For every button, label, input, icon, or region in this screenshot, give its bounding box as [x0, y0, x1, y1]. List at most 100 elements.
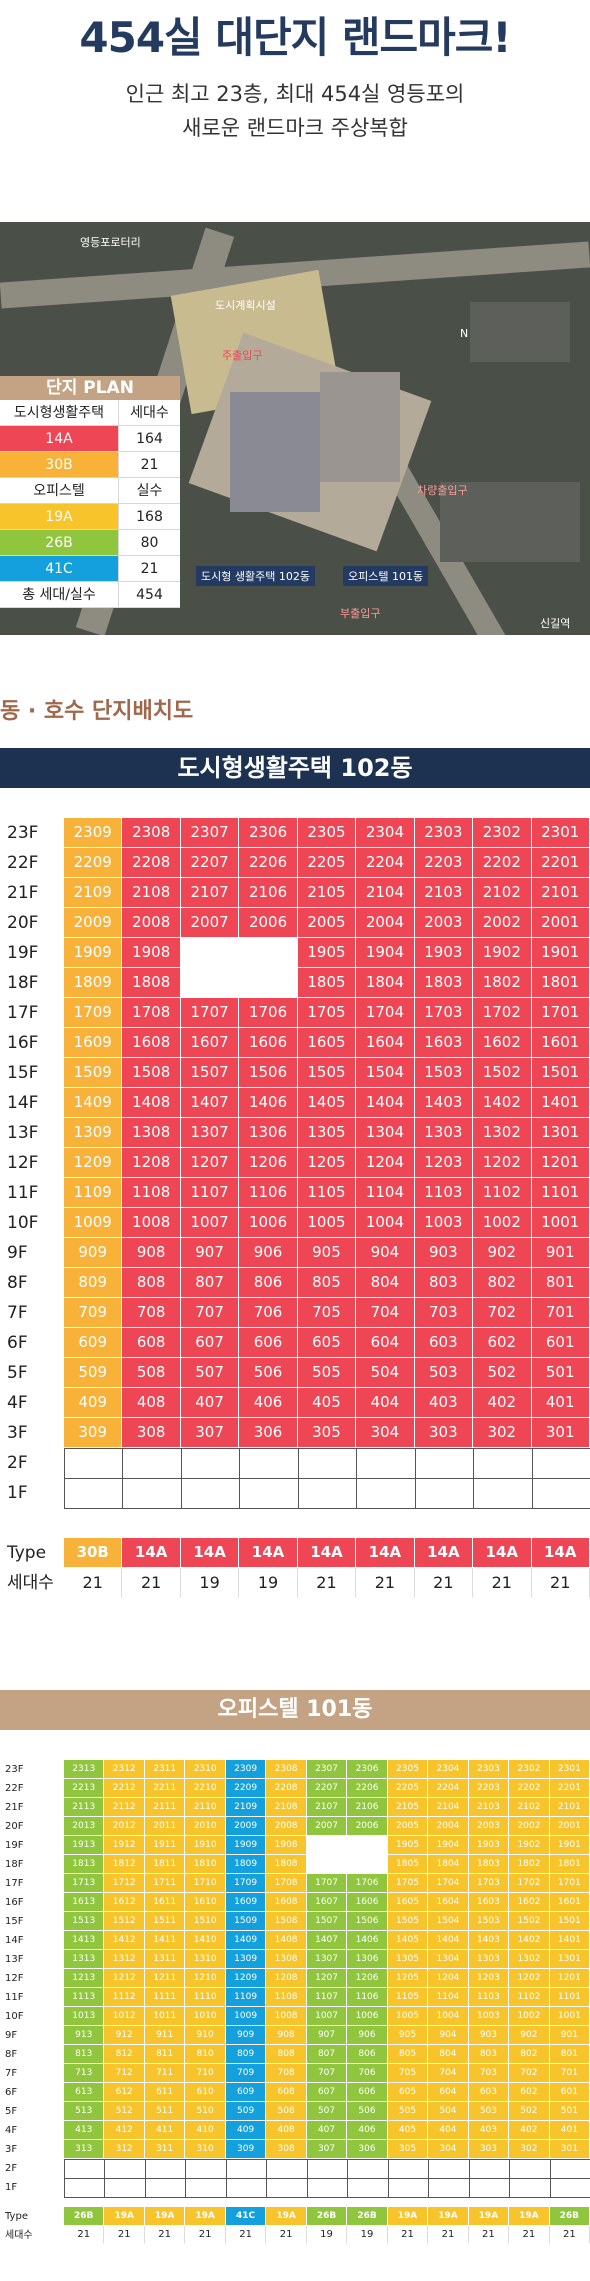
building-102-title: 도시형생활주택 102동	[0, 748, 590, 788]
unit-cell: 1809	[64, 968, 123, 998]
unit-cell: 904	[428, 2026, 469, 2045]
floor-label: 14F	[5, 1935, 24, 1946]
unit-cell: 1609	[225, 1893, 267, 1912]
unit-cell: 508	[122, 1358, 181, 1388]
floor-row: 22F 2213 2212 2211 2210 2209 2208 2207 2206 2205 2…	[0, 1779, 590, 1798]
unit-cell: 2309	[64, 818, 123, 848]
unit-cell: 2301	[531, 818, 590, 848]
unit-cell: 1407	[306, 1931, 348, 1950]
count-cell: 21	[428, 2226, 469, 2244]
floor-label: 6F	[7, 1333, 28, 1353]
unit-cell: 1308	[266, 1950, 307, 1969]
unit-cell	[239, 968, 298, 998]
unit-cell: 2307	[306, 1760, 348, 1779]
plan-row: 30B 21	[0, 452, 180, 478]
unit-cell: 902	[473, 1238, 532, 1268]
floor-row: 5F 513 512 511 510 509 508 507 506 505 504 503 502 50…	[0, 2102, 590, 2121]
unit-cell: 2101	[531, 878, 590, 908]
floor-label: 18F	[7, 973, 39, 993]
unit-cell: 905	[297, 1238, 357, 1268]
unit-cell: 1707	[180, 998, 240, 1028]
unit-cell: 408	[122, 1388, 181, 1418]
unit-cell: 301	[531, 1418, 590, 1448]
unit-cell: 1010	[185, 2007, 226, 2026]
unit-cell: 1401	[531, 1088, 590, 1118]
unit-cell: 2313	[64, 1760, 105, 1779]
plan-type: 14A	[0, 426, 118, 451]
unit-cell: 1203	[414, 1148, 474, 1178]
floor-row: 16F 1613 1612 1611 1610 1609 1608 1607 1606 1605 1…	[0, 1893, 590, 1912]
unit-cell: 907	[306, 2026, 348, 2045]
floor-label: 3F	[7, 1423, 28, 1443]
floor-label: 13F	[7, 1123, 39, 1143]
type-cell: 14A	[473, 1538, 532, 1568]
floor-row: 8F 813 812 811 810 809 808 807 806 805 804 803 802 80…	[0, 2045, 590, 2064]
floor-label: 20F	[5, 1821, 24, 1832]
unit-cell: 1703	[468, 1874, 510, 1893]
unit-cell: 504	[428, 2102, 469, 2121]
unit-cell	[64, 2178, 106, 2198]
unit-cell: 809	[225, 2045, 267, 2064]
unit-cell: 1810	[185, 1855, 226, 1874]
unit-cell	[531, 1478, 590, 1509]
unit-cell: 510	[185, 2102, 226, 2121]
floor-label: 9F	[7, 1243, 28, 1263]
unit-cell: 1409	[225, 1931, 267, 1950]
unit-cell: 1306	[347, 1950, 388, 1969]
plan-total-count: 454	[118, 582, 180, 607]
unit-cell: 1009	[64, 1208, 123, 1238]
unit-cell: 1803	[414, 968, 474, 998]
count-cell: 19	[239, 1568, 298, 1598]
unit-cell: 906	[239, 1238, 298, 1268]
unit-cell: 2005	[297, 908, 357, 938]
unit-cell: 1804	[428, 1855, 469, 1874]
unit-cell	[549, 2178, 590, 2198]
unit-cell: 1909	[225, 1836, 267, 1855]
unit-cell: 2304	[356, 818, 415, 848]
floor-label: 6F	[5, 2087, 18, 2098]
unit-cell: 2213	[64, 1779, 105, 1798]
unit-cell: 1113	[64, 1988, 105, 2007]
unit-cell: 507	[306, 2102, 348, 2121]
unit-cell: 2004	[356, 908, 415, 938]
floor-label: 12F	[7, 1153, 39, 1173]
unit-cell: 1108	[266, 1988, 307, 2007]
unit-cell: 702	[509, 2064, 550, 2083]
unit-cell	[509, 2178, 551, 2198]
type-cell: 14A	[531, 1538, 590, 1568]
unit-cell: 613	[64, 2083, 105, 2102]
unit-cell: 2303	[468, 1760, 510, 1779]
unit-cell: 1502	[509, 1912, 550, 1931]
unit-cell: 1507	[180, 1058, 240, 1088]
unit-cell: 713	[64, 2064, 105, 2083]
floor-row: 5F 509 508 507 506 505 504 503 502 501	[0, 1358, 590, 1388]
unit-cell: 1601	[531, 1028, 590, 1058]
count-row: 세대수 21 21 19 19 21 21 21 21 21	[0, 1568, 590, 1598]
unit-cell: 909	[225, 2026, 267, 2045]
unit-cell: 1009	[225, 2007, 267, 2026]
label-urban-facility: 도시계획시설	[215, 299, 276, 312]
unit-cell: 1301	[549, 1950, 590, 1969]
unit-cell	[180, 1478, 241, 1509]
unit-cell: 2008	[266, 1817, 307, 1836]
plan-type: 41C	[0, 556, 118, 581]
unit-cell: 1913	[64, 1836, 105, 1855]
floor-row: 18F 1809 1808 1805 1804 1803 1802 1801	[0, 968, 590, 998]
label-building-101: 오피스텔 101동	[343, 566, 429, 586]
type-cell: 30B	[64, 1538, 123, 1568]
unit-cell: 511	[144, 2102, 186, 2121]
unit-cell: 812	[104, 2045, 145, 2064]
unit-cell: 1712	[104, 1874, 145, 1893]
unit-cell: 601	[549, 2083, 590, 2102]
unit-cell: 1605	[297, 1028, 357, 1058]
unit-cell	[239, 1448, 299, 1479]
floor-row: 14F 1413 1412 1411 1410 1409 1408 1407 1406 1405 1…	[0, 1931, 590, 1950]
unit-cell: 605	[297, 1328, 357, 1358]
unit-cell: 2107	[180, 878, 240, 908]
unit-cell: 2202	[509, 1779, 550, 1798]
unit-cell: 904	[356, 1238, 415, 1268]
unit-cell: 2311	[144, 1760, 186, 1779]
unit-cell	[347, 2159, 389, 2179]
unit-cell: 2006	[347, 1817, 388, 1836]
count-cell: 21	[531, 1568, 590, 1598]
